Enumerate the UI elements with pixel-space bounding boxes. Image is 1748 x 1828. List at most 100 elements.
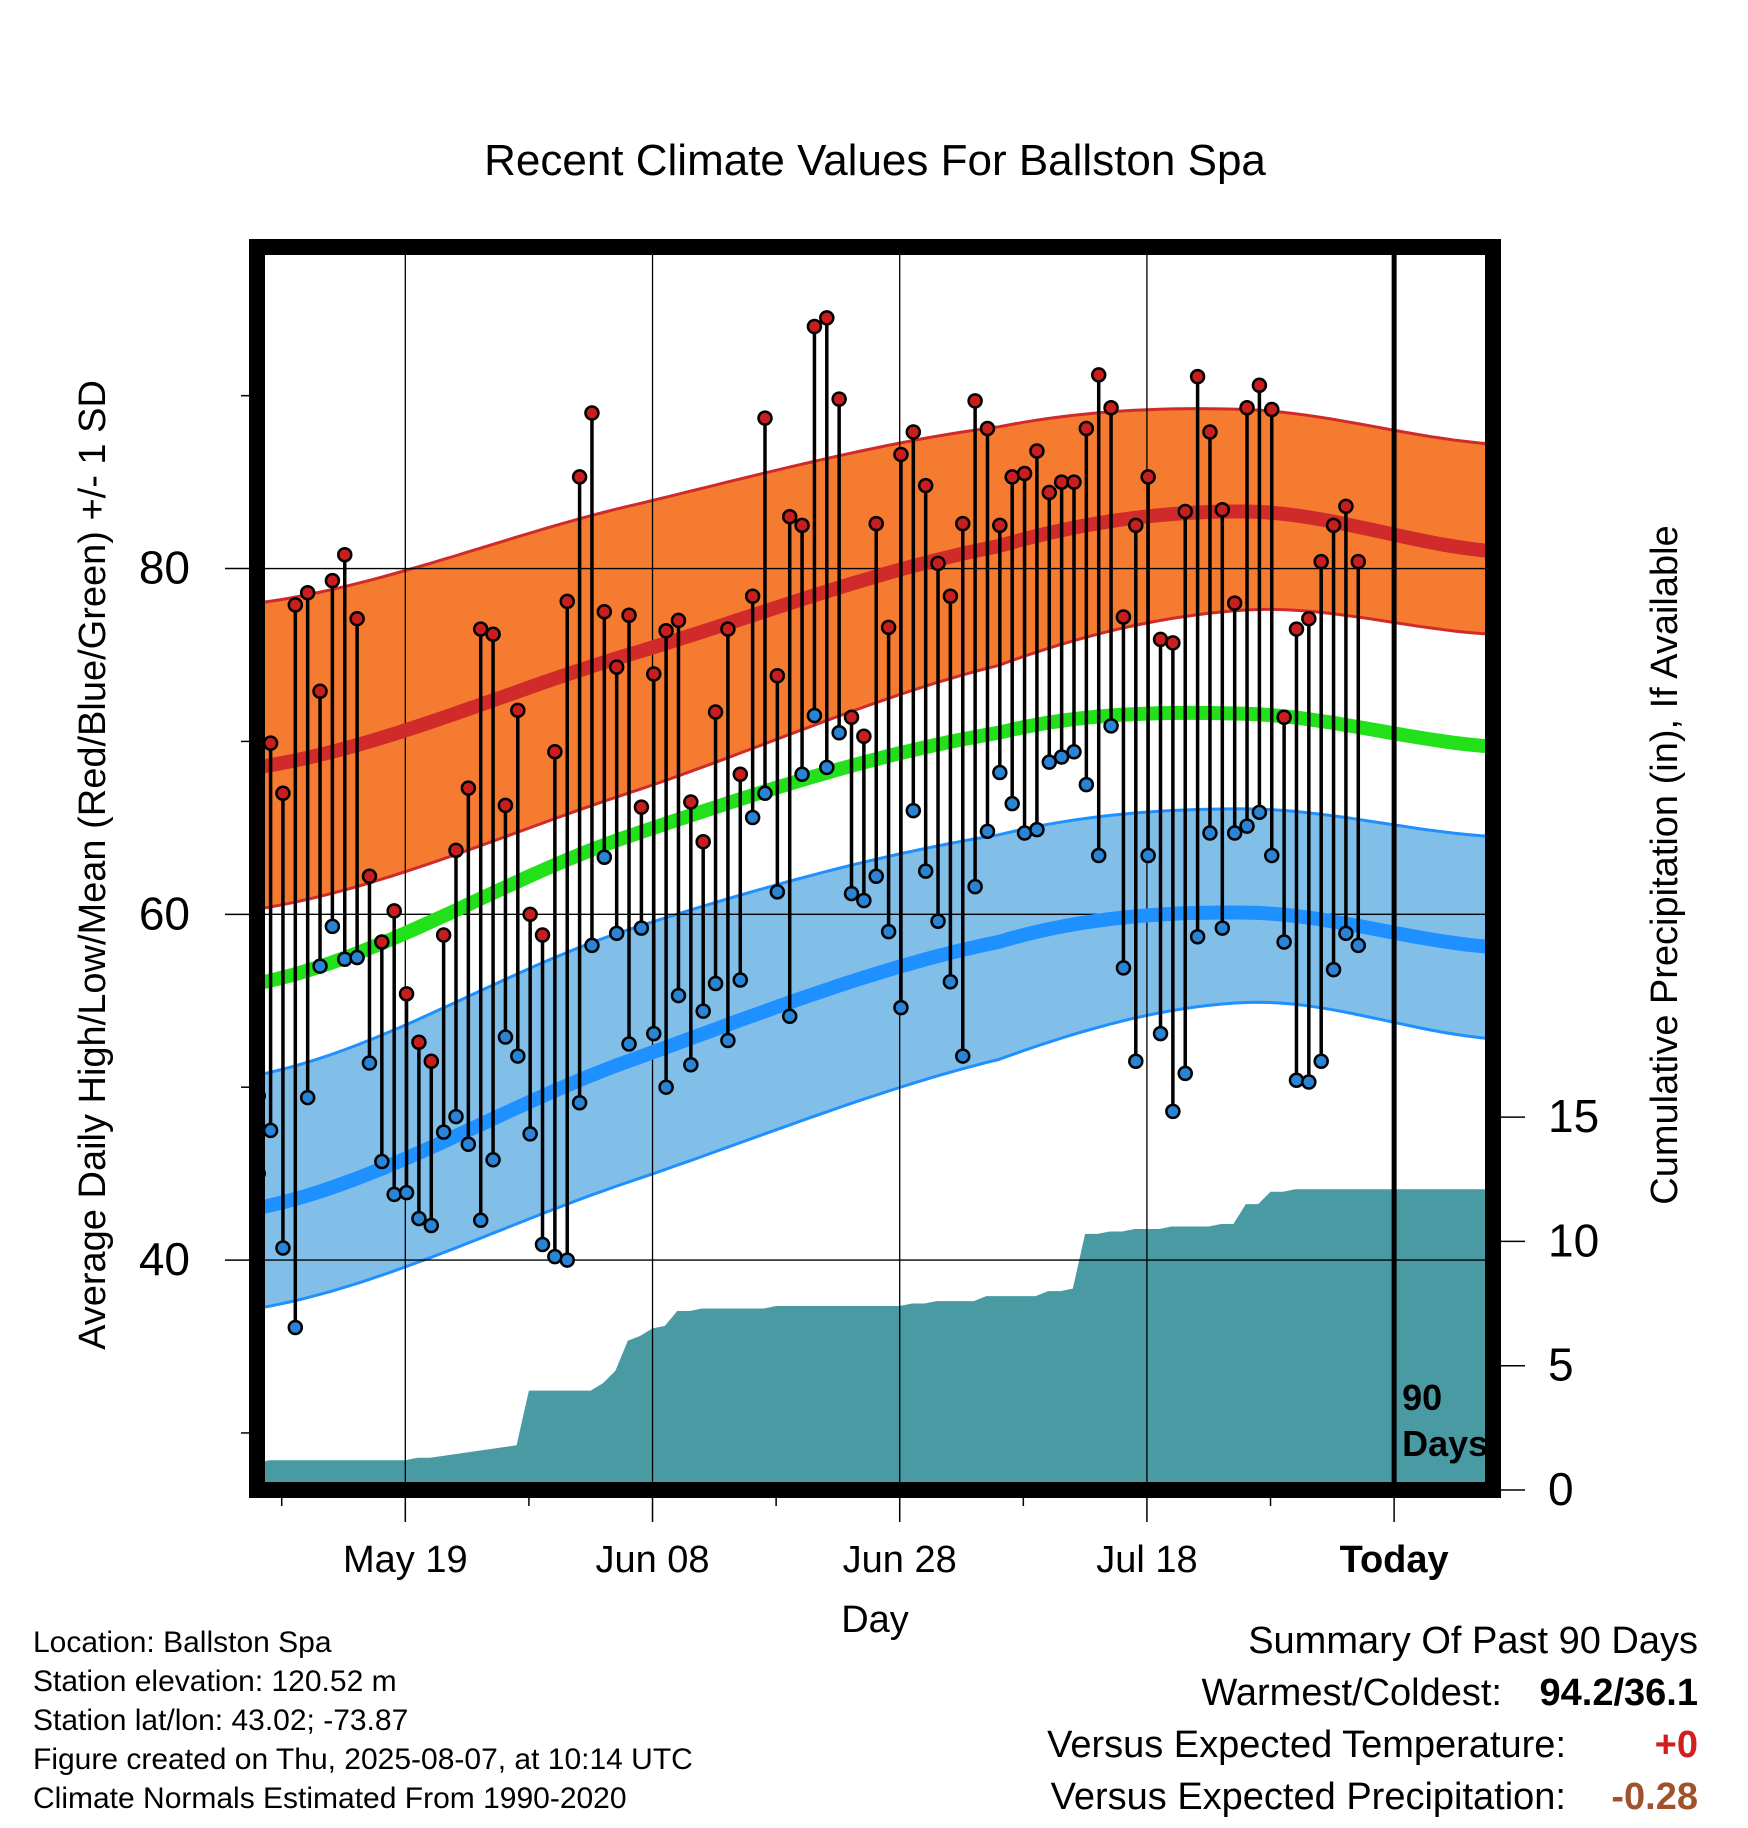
daily-high-point <box>732 766 749 783</box>
daily-high-point <box>1066 474 1082 490</box>
normal-low-line <box>257 905 1493 1216</box>
plot-frame <box>249 239 1501 1498</box>
daily-low-point <box>905 802 922 819</box>
daily-low-point <box>1078 776 1095 793</box>
daily-low-point <box>287 1319 304 1336</box>
daily-low-point <box>1115 960 1132 976</box>
daily-high-point <box>695 833 711 850</box>
daily-high-point <box>683 794 699 810</box>
x-axis-label: Day <box>841 1599 909 1641</box>
daily-high-point <box>1313 553 1329 570</box>
daily-low-point <box>1165 1103 1181 1120</box>
created-text: Figure created on Thu, 2025-08-07, at 10… <box>33 1743 693 1776</box>
x-tick-label: May 19 <box>343 1539 468 1581</box>
daily-low-point <box>411 1210 427 1227</box>
normals-text: Climate Normals Estimated From 1990-2020 <box>33 1782 627 1815</box>
x-tick-label: Jun 28 <box>843 1539 957 1581</box>
daily-low-point <box>1140 847 1156 864</box>
daily-low-point <box>448 1108 464 1125</box>
daily-low-point <box>398 1184 415 1201</box>
daily-low-point <box>732 972 749 988</box>
daily-high-point <box>337 546 353 563</box>
daily-high-point <box>534 927 551 943</box>
daily-low-point <box>1338 925 1354 942</box>
daily-high-point <box>472 621 489 637</box>
x-tick-label: Today <box>1340 1539 1449 1581</box>
summary-heading: Summary Of Past 90 Days <box>1248 1620 1698 1662</box>
daily-low-point <box>992 764 1008 781</box>
daily-low-point <box>769 884 786 900</box>
normal-low-band-lower-edge <box>257 1000 1493 1310</box>
daily-low-point <box>1029 821 1045 838</box>
daily-low-point <box>1264 847 1280 864</box>
y-tick-label: 80 <box>139 542 190 594</box>
daily-high-point <box>1338 498 1354 515</box>
daily-high-point <box>559 593 575 610</box>
window-label: 90 <box>1402 1377 1442 1418</box>
daily-low-point <box>608 925 625 942</box>
daily-low-point <box>423 1217 440 1234</box>
daily-high-point <box>769 667 786 684</box>
daily-high-point <box>819 310 835 326</box>
daily-low-point <box>967 878 983 895</box>
daily-high-point <box>880 619 897 636</box>
daily-high-point <box>299 585 316 601</box>
daily-high-point <box>757 410 773 426</box>
daily-high-point <box>893 446 909 463</box>
daily-high-point <box>1016 465 1033 482</box>
daily-high-point <box>979 420 996 437</box>
daily-high-point <box>497 797 514 814</box>
daily-low-point <box>559 1252 575 1268</box>
daily-high-point <box>1115 609 1132 625</box>
daily-low-point <box>460 1136 477 1152</box>
daily-low-point <box>1177 1065 1193 1082</box>
daily-low-point <box>1202 825 1218 841</box>
daily-low-point <box>472 1212 489 1229</box>
daily-high-point <box>967 393 983 409</box>
daily-high-point <box>658 623 674 639</box>
daily-low-point <box>633 920 650 936</box>
daily-low-point <box>646 1025 662 1042</box>
daily-high-point <box>831 391 847 407</box>
daily-low-point <box>1053 749 1070 765</box>
daily-low-point <box>299 1089 316 1106</box>
temp-vs-expected-label: Versus Expected Temperature: <box>1047 1724 1566 1766</box>
daily-high-point <box>905 424 922 440</box>
daily-low-point <box>720 1032 736 1049</box>
daily-low-point <box>1313 1053 1329 1070</box>
daily-low-point <box>571 1095 588 1111</box>
daily-low-point <box>1239 818 1255 834</box>
daily-low-point <box>1251 804 1268 821</box>
daily-high-point <box>608 659 625 675</box>
daily-high-point <box>596 604 613 620</box>
daily-low-point <box>485 1152 501 1168</box>
daily-high-point <box>955 515 971 532</box>
daily-high-point <box>633 799 650 815</box>
daily-high-point <box>1004 469 1020 485</box>
daily-high-point <box>868 515 884 532</box>
y2-tick-label: 5 <box>1548 1339 1574 1391</box>
daily-low-point <box>658 1079 674 1095</box>
daily-high-point <box>460 780 477 796</box>
daily-high-point <box>794 517 810 534</box>
daily-low-point <box>361 1055 378 1071</box>
precip-vs-expected-value: -0.28 <box>1611 1776 1698 1818</box>
daily-high-point <box>917 477 934 494</box>
daily-low-point <box>522 1126 538 1142</box>
daily-low-point <box>856 892 872 909</box>
daily-high-point <box>1202 424 1218 440</box>
daily-low-point <box>1103 718 1119 734</box>
daily-low-point <box>831 725 847 741</box>
daily-high-point <box>1090 367 1107 383</box>
daily-high-point <box>843 709 860 725</box>
daily-low-point <box>670 987 687 1004</box>
daily-high-point <box>584 405 600 421</box>
daily-high-point <box>1288 621 1305 637</box>
elevation-text: Station elevation: 120.52 m <box>33 1665 397 1698</box>
y2-axis-label: Cumulative Precipitation (in), If Availa… <box>1644 525 1686 1204</box>
daily-high-point <box>1325 517 1342 534</box>
daily-low-point <box>955 1048 971 1064</box>
daily-high-point <box>1029 443 1045 459</box>
y2-tick-label: 10 <box>1548 1214 1599 1266</box>
daily-low-point <box>1128 1053 1144 1070</box>
